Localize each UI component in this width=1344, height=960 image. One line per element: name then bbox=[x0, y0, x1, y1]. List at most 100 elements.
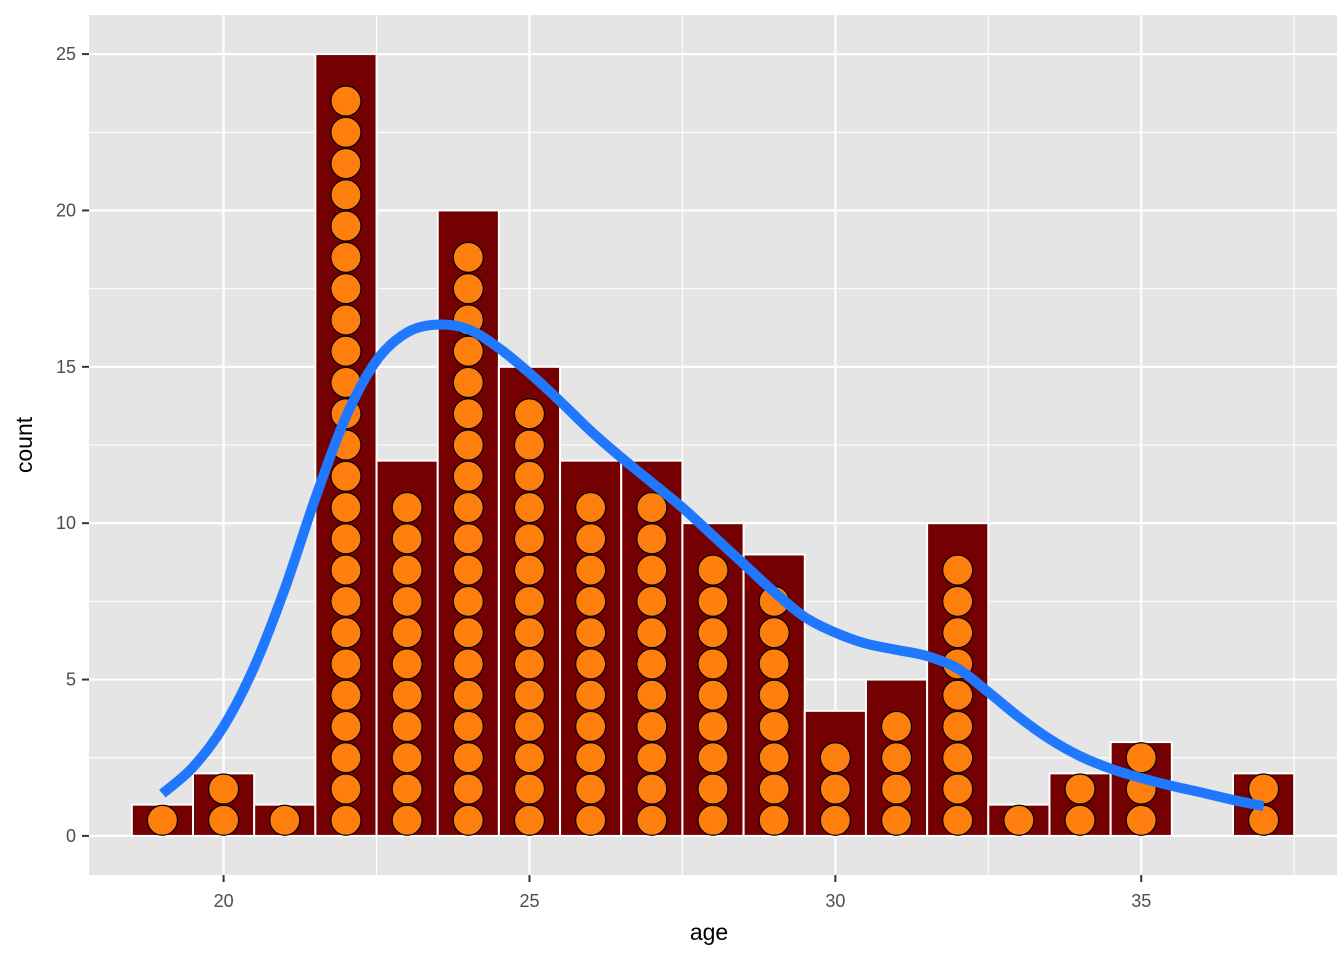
x-tick-label: 30 bbox=[825, 891, 845, 911]
dot-age-31 bbox=[880, 804, 913, 836]
dot-age-25 bbox=[513, 523, 546, 555]
dot-age-24 bbox=[452, 742, 484, 774]
dot-age-25 bbox=[513, 742, 546, 774]
dot-age-29 bbox=[758, 804, 790, 836]
dot-age-24 bbox=[452, 804, 484, 836]
dot-age-30 bbox=[819, 742, 851, 774]
dot-age-28 bbox=[697, 742, 729, 774]
dot-age-27 bbox=[636, 804, 668, 836]
dot-age-22 bbox=[330, 304, 362, 336]
y-tick-label: 10 bbox=[56, 513, 76, 533]
dot-age-37 bbox=[1247, 804, 1280, 836]
dot-age-20 bbox=[207, 804, 240, 836]
dot-age-24 bbox=[452, 679, 484, 711]
dot-age-22 bbox=[330, 648, 362, 680]
dot-age-24 bbox=[452, 398, 484, 430]
dot-age-22 bbox=[330, 617, 362, 649]
dot-age-26 bbox=[575, 773, 607, 805]
dot-age-27 bbox=[636, 523, 668, 555]
dot-age-22 bbox=[330, 147, 362, 180]
dot-age-22 bbox=[330, 523, 362, 555]
dot-age-22 bbox=[330, 742, 362, 774]
dot-age-32 bbox=[942, 804, 974, 836]
dot-age-24 bbox=[452, 710, 484, 743]
dot-age-24 bbox=[452, 429, 484, 461]
dot-age-24 bbox=[452, 617, 484, 649]
dot-age-26 bbox=[575, 742, 607, 774]
dot-age-26 bbox=[575, 804, 607, 836]
dot-age-22 bbox=[330, 85, 362, 117]
dot-age-22 bbox=[330, 710, 362, 743]
dot-age-24 bbox=[452, 585, 484, 617]
density-curve bbox=[159, 319, 1265, 812]
y-axis-title: count bbox=[11, 416, 37, 473]
dot-age-25 bbox=[513, 710, 546, 743]
dot-age-24 bbox=[452, 335, 484, 367]
dot-age-27 bbox=[636, 742, 668, 774]
x-tick-label: 35 bbox=[1131, 891, 1151, 911]
dot-age-27 bbox=[636, 648, 668, 680]
dot-age-26 bbox=[575, 679, 607, 711]
y-tick-label: 15 bbox=[56, 357, 76, 377]
dot-age-25 bbox=[513, 679, 546, 711]
dot-age-29 bbox=[758, 742, 790, 774]
dot-age-32 bbox=[942, 710, 974, 743]
dot-age-32 bbox=[942, 679, 974, 711]
dot-age-25 bbox=[513, 491, 546, 524]
dot-age-27 bbox=[636, 679, 668, 711]
dot-age-28 bbox=[697, 773, 729, 805]
dot-age-23 bbox=[391, 523, 423, 555]
dot-age-24 bbox=[452, 523, 484, 555]
dot-age-27 bbox=[636, 491, 668, 524]
dot-age-32 bbox=[942, 742, 974, 774]
dot-age-29 bbox=[758, 648, 790, 680]
bar-age-24 bbox=[436, 209, 500, 837]
dot-age-29 bbox=[758, 710, 790, 743]
dot-age-26 bbox=[575, 648, 607, 680]
bar-age-23 bbox=[375, 459, 439, 837]
dot-age-22 bbox=[330, 179, 362, 211]
dot-age-25 bbox=[513, 585, 546, 617]
y-tick-label: 5 bbox=[66, 670, 76, 690]
dot-age-22 bbox=[330, 460, 362, 492]
dot-age-25 bbox=[513, 554, 546, 586]
dot-age-23 bbox=[391, 554, 423, 586]
dot-age-19 bbox=[146, 804, 179, 836]
dot-age-28 bbox=[697, 710, 729, 743]
dot-age-25 bbox=[513, 429, 546, 461]
dot-age-23 bbox=[391, 648, 423, 680]
dot-age-23 bbox=[391, 804, 423, 836]
dot-age-27 bbox=[636, 585, 668, 617]
x-tick-label: 25 bbox=[519, 891, 539, 911]
dot-age-24 bbox=[452, 648, 484, 680]
dot-age-30 bbox=[819, 773, 851, 805]
dot-age-29 bbox=[758, 679, 790, 711]
bar-age-26 bbox=[559, 459, 623, 837]
dot-age-29 bbox=[758, 773, 790, 805]
dot-age-31 bbox=[880, 742, 913, 774]
axes: 20 25 30 35 0 5 10 15 20 25 bbox=[56, 44, 1151, 911]
dot-age-22 bbox=[330, 773, 362, 805]
dot-age-25 bbox=[513, 460, 546, 492]
dot-age-32 bbox=[942, 617, 974, 649]
dot-age-23 bbox=[391, 773, 423, 805]
dot-age-22 bbox=[330, 116, 362, 148]
dot-age-32 bbox=[942, 773, 974, 805]
dot-age-22 bbox=[330, 335, 362, 367]
dot-age-22 bbox=[330, 491, 362, 524]
y-tick-label: 20 bbox=[56, 200, 76, 220]
dot-age-28 bbox=[697, 554, 729, 586]
dot-age-28 bbox=[697, 617, 729, 649]
dot-age-27 bbox=[636, 617, 668, 649]
dot-age-23 bbox=[391, 617, 423, 649]
dot-age-25 bbox=[513, 773, 546, 805]
y-tick-label: 0 bbox=[66, 826, 76, 846]
dot-age-26 bbox=[575, 523, 607, 555]
dot-age-22 bbox=[330, 273, 362, 305]
dot-age-28 bbox=[697, 804, 729, 836]
dot-age-23 bbox=[391, 710, 423, 743]
dot-age-35 bbox=[1125, 742, 1157, 774]
dot-age-28 bbox=[697, 679, 729, 711]
